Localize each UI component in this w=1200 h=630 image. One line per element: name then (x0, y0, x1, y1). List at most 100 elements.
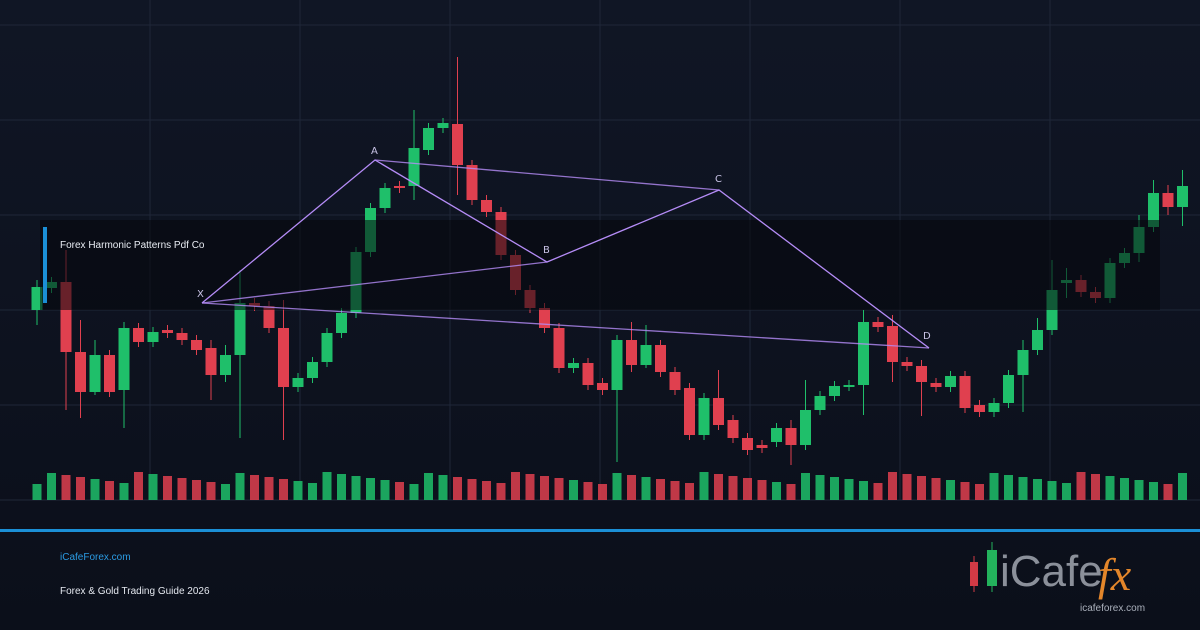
volume-bar (1018, 477, 1028, 500)
volume-bar (1062, 483, 1071, 500)
volume-bar (163, 476, 172, 500)
candle-body (234, 303, 246, 355)
volume-bar (308, 483, 317, 500)
title-accent (43, 227, 47, 303)
candle-body (1003, 375, 1014, 403)
candle-body (655, 345, 666, 372)
volume-bar (946, 480, 955, 500)
candle-body (1177, 186, 1188, 207)
volume-bars (32, 472, 1187, 500)
volume-bar (728, 476, 738, 500)
candle-body (481, 200, 492, 212)
candle-body (1017, 350, 1029, 375)
volume-bar (989, 473, 999, 500)
volume-bar (322, 472, 332, 500)
point-d: D (923, 331, 931, 342)
point-x: X (197, 289, 204, 300)
candle-body (626, 340, 637, 365)
volume-bar (482, 481, 491, 500)
volume-bar (496, 483, 506, 500)
volume-bar (714, 474, 723, 500)
volume-bar (177, 478, 187, 500)
volume-bar (47, 473, 56, 500)
point-b: B (543, 245, 550, 256)
volume-bar (917, 476, 926, 500)
candle-body (611, 340, 623, 390)
candle-body (31, 287, 43, 310)
ac-line (374, 159, 720, 191)
candle-body (452, 124, 463, 165)
candle-body (684, 388, 695, 435)
volume-bar (192, 480, 201, 500)
site-name: iCafeForex.com (60, 552, 131, 563)
candle-body (1032, 330, 1043, 350)
volume-bar (1163, 484, 1173, 500)
volume-bar (757, 480, 767, 500)
candle-body (945, 376, 956, 387)
candle-body (89, 355, 101, 392)
volume-bar (830, 477, 839, 500)
volume-bar (859, 481, 868, 500)
volume-bar (554, 478, 564, 500)
candle-body (104, 355, 115, 392)
volume-bar (888, 472, 897, 500)
logo-mark: fx (1098, 549, 1132, 600)
volume-bar (627, 475, 636, 500)
candle-body (988, 403, 1000, 412)
volume-bar (786, 484, 796, 500)
candle-body (147, 332, 159, 342)
candle-body (321, 333, 333, 362)
candle-body (220, 355, 231, 375)
candle-body (916, 366, 927, 382)
volume-bar (699, 472, 709, 500)
volume-bar (844, 479, 854, 500)
candle-body (307, 362, 318, 378)
candle-body (582, 363, 594, 385)
volume-bar (1105, 476, 1115, 500)
volume-bar (293, 481, 303, 500)
volume-bar (511, 472, 520, 500)
xd-line (201, 302, 930, 349)
candle-body (727, 420, 739, 438)
candle-body (858, 322, 869, 385)
candle-body (278, 328, 289, 387)
volume-bar (221, 484, 230, 500)
banner-title: Forex Harmonic Patterns Pdf Co (60, 240, 205, 251)
volume-bar (569, 480, 578, 500)
volume-bar (235, 473, 245, 500)
volume-bar (105, 481, 114, 500)
volume-bar (119, 483, 129, 500)
candle-body (887, 326, 898, 362)
volume-bar (685, 483, 694, 500)
candle-body (669, 372, 681, 390)
candle-body (901, 362, 913, 366)
volume-bar (1047, 481, 1057, 500)
volume-bar (467, 479, 477, 500)
volume-bar (960, 482, 970, 500)
volume-bar (148, 474, 158, 500)
divider (0, 529, 1200, 532)
volume-bar (540, 476, 549, 500)
volume-bar (525, 474, 535, 500)
volume-bar (250, 475, 259, 500)
candle-body (829, 386, 840, 396)
volume-bar (409, 484, 419, 500)
volume-bar (670, 481, 680, 500)
candle-body (176, 333, 188, 340)
candle-body (162, 330, 173, 333)
logo-icon (970, 542, 997, 592)
candle-body (379, 188, 391, 208)
volume-bar (743, 478, 752, 500)
volume-bar (612, 473, 622, 500)
candle-body (597, 383, 608, 390)
candle-body (191, 340, 202, 350)
candle-body (539, 308, 550, 328)
candle-body (930, 383, 942, 387)
candle-body (800, 410, 811, 445)
volume-bar (641, 477, 651, 500)
candle-body (843, 385, 855, 387)
candle-body (118, 328, 130, 390)
candle-body (75, 352, 86, 392)
volume-bar (438, 475, 448, 500)
